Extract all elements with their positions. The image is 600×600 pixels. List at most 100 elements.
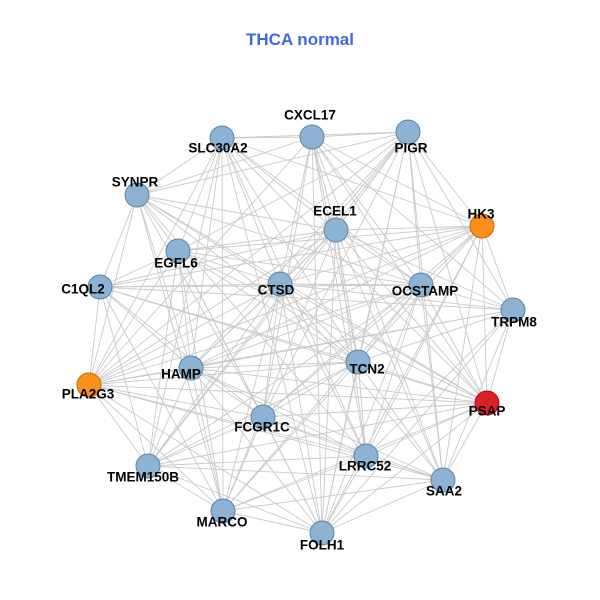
graph-edge-PIGR-SYNPR (136, 131, 409, 196)
graph-label-TRPM8: TRPM8 (491, 315, 537, 330)
graph-edge-TCN2-SAA2 (357, 361, 444, 481)
graph-edge-C1QL2-OCSTAMP (99, 284, 422, 288)
graph-node-HAMP (178, 355, 204, 381)
graph-edge-PIGR-PLA2G3 (88, 131, 409, 386)
graph-label-SAA2: SAA2 (426, 484, 462, 499)
graph-edge-SYNPR-PLA2G3 (88, 194, 138, 386)
graph-label-FCGR1C: FCGR1C (234, 420, 290, 435)
graph-label-PIGR: PIGR (394, 141, 427, 156)
graph-edge-EGFL6-OCSTAMP (177, 250, 422, 286)
graph-edge-SLC30A2-HK3 (221, 137, 483, 227)
graph-edge-LRRC52-MARCO (222, 455, 367, 512)
graph-label-HAMP: HAMP (161, 367, 201, 382)
graph-label-SLC30A2: SLC30A2 (188, 141, 247, 156)
graph-edge-EGFL6-PSAP (177, 250, 488, 404)
graph-edge-HAMP-TCN2 (190, 361, 359, 369)
graph-edge-HAMP-MARCO (190, 367, 224, 512)
graph-edge-SLC30A2-OCSTAMP (221, 137, 422, 286)
graph-edge-EGFL6-HAMP (177, 250, 192, 369)
graph-edge-OCSTAMP-SAA2 (420, 284, 444, 481)
graph-node-TMEM150B (135, 453, 161, 479)
graph-edge-PLA2G3-FOLH1 (88, 384, 323, 534)
graph-edge-HK3-C1QL2 (99, 225, 483, 288)
graph-edge-ECEL1-TCN2 (335, 229, 359, 363)
graph-edge-MARCO-FOLH1 (222, 510, 323, 534)
graph-node-HK3 (469, 213, 495, 239)
graph-edge-HAMP-SAA2 (190, 367, 444, 481)
graph-edge-C1QL2-TRPM8 (99, 286, 514, 311)
graph-edge-PIGR-FCGR1C (262, 131, 409, 418)
graph-edge-ECEL1-MARCO (222, 229, 337, 512)
graph-edge-PLA2G3-TMEM150B (88, 384, 149, 467)
graph-edge-C1QL2-MARCO (99, 286, 224, 512)
graph-edge-SAA2-MARCO (222, 479, 444, 512)
graph-edge-ECEL1-TMEM150B (147, 229, 337, 467)
graph-edge-CTSD-SAA2 (279, 283, 444, 481)
graph-node-MARCO (210, 498, 236, 524)
graph-edge-TCN2-LRRC52 (357, 361, 367, 457)
graph-label-TMEM150B: TMEM150B (107, 470, 179, 485)
graph-edge-TMEM150B-MARCO (147, 465, 224, 512)
graph-edge-HK3-TRPM8 (481, 225, 514, 311)
graph-edge-HK3-HAMP (190, 225, 483, 369)
graph-edge-CTSD-PLA2G3 (88, 283, 281, 386)
graph-edge-FCGR1C-TMEM150B (147, 416, 264, 467)
graph-edge-EGFL6-MARCO (177, 250, 224, 512)
graph-edge-FCGR1C-LRRC52 (262, 416, 367, 457)
graph-edge-SLC30A2-EGFL6 (177, 137, 223, 252)
graph-edge-PIGR-TRPM8 (407, 131, 514, 311)
graph-edge-HAMP-FCGR1C (190, 367, 264, 418)
graph-edge-CXCL17-SAA2 (311, 136, 444, 481)
graph-edge-OCSTAMP-TMEM150B (147, 284, 422, 467)
graph-edge-CTSD-HAMP (190, 283, 281, 369)
graph-label-TCN2: TCN2 (349, 362, 384, 377)
graph-node-SLC30A2 (209, 125, 235, 151)
graph-node-PLA2G3 (76, 372, 102, 398)
graph-node-PSAP (474, 390, 500, 416)
graph-edge-ECEL1-TRPM8 (335, 229, 514, 311)
graph-edge-TCN2-PLA2G3 (88, 361, 359, 386)
graph-node-ECEL1 (323, 217, 349, 243)
graph-node-TCN2 (345, 349, 371, 375)
graph-edge-TCN2-PSAP (357, 361, 488, 404)
graph-label-OCSTAMP: OCSTAMP (392, 284, 459, 299)
graph-edge-TMEM150B-LRRC52 (147, 455, 367, 467)
graph-edge-FCGR1C-MARCO (222, 416, 264, 512)
graph-edge-EGFL6-PLA2G3 (88, 250, 179, 386)
graph-node-EGFL6 (165, 238, 191, 264)
graph-edge-SLC30A2-LRRC52 (221, 137, 367, 457)
graph-edge-CXCL17-FOLH1 (311, 136, 323, 534)
graph-label-C1QL2: C1QL2 (61, 282, 105, 297)
graph-edge-HAMP-PSAP (190, 367, 488, 404)
graph-edge-LRRC52-FOLH1 (321, 455, 367, 534)
graph-label-CXCL17: CXCL17 (284, 108, 336, 123)
graph-edge-ECEL1-OCSTAMP (335, 229, 422, 286)
graph-edge-OCSTAMP-HAMP (190, 284, 422, 369)
graph-node-SYNPR (124, 182, 150, 208)
graph-edge-PIGR-EGFL6 (177, 131, 409, 252)
graph-edge-CTSD-OCSTAMP (279, 283, 422, 286)
graph-node-SAA2 (430, 467, 456, 493)
graph-edge-TRPM8-PLA2G3 (88, 309, 514, 386)
graph-edge-CXCL17-SYNPR (136, 136, 313, 196)
graph-edge-SAA2-FOLH1 (321, 479, 444, 534)
graph-edge-SYNPR-ECEL1 (136, 194, 337, 231)
graph-edge-PLA2G3-MARCO (88, 384, 224, 512)
graph-edge-TRPM8-LRRC52 (365, 309, 514, 457)
graph-edge-PLA2G3-SAA2 (88, 384, 444, 481)
graph-edge-TCN2-FCGR1C (262, 361, 359, 418)
graph-edge-CTSD-PSAP (279, 283, 488, 404)
graph-edge-SLC30A2-PSAP (221, 137, 488, 404)
graph-edge-OCSTAMP-PSAP (420, 284, 488, 404)
graph-edge-C1QL2-TMEM150B (99, 286, 149, 467)
graph-edge-SLC30A2-FOLH1 (221, 137, 323, 534)
graph-edge-OCSTAMP-FOLH1 (321, 284, 422, 534)
graph-edge-SLC30A2-MARCO (221, 137, 224, 512)
graph-edge-PIGR-PSAP (407, 131, 488, 404)
graph-edge-PLA2G3-FCGR1C (88, 384, 264, 418)
graph-node-FOLH1 (309, 520, 335, 546)
graph-label-LRRC52: LRRC52 (339, 459, 392, 474)
graph-edge-LRRC52-SAA2 (365, 455, 444, 481)
graph-edge-FCGR1C-SAA2 (262, 416, 444, 481)
